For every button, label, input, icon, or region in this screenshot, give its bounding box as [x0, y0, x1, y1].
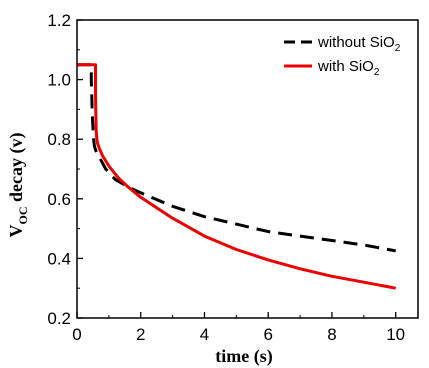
x-tick-labels: 0 2 4 6 8 10 — [72, 325, 405, 344]
series-line-with-sio2 — [77, 63, 396, 290]
legend-label-with-sio2-sub: 2 — [374, 67, 380, 78]
x-tick-label: 2 — [136, 325, 145, 344]
plot-frame — [76, 19, 419, 319]
y-axis-title-sub: OC — [16, 206, 30, 224]
y-tick-label: 0.4 — [47, 249, 71, 268]
series-lines — [77, 63, 396, 290]
legend-label-without-sio2: without SiO2 — [317, 34, 401, 54]
x-tick-label: 6 — [263, 325, 272, 344]
x-tick-label: 10 — [386, 325, 405, 344]
legend-label-with-sio2: with SiO2 — [317, 58, 380, 78]
y-axis-title-rest: decay (v) — [6, 133, 27, 207]
legend-label-without-sio2-sub: 2 — [395, 43, 401, 54]
legend-label-with-sio2-main: with SiO — [317, 58, 374, 75]
y-tick-label: 1.0 — [47, 71, 71, 90]
x-tick-label: 4 — [200, 325, 209, 344]
legend: without SiO2 with SiO2 — [284, 34, 401, 78]
y-tick-label: 0.6 — [47, 190, 71, 209]
series-line-without-sio2 — [77, 63, 396, 253]
legend-label-without-sio2-main: without SiO — [317, 34, 395, 51]
y-tick-label: 0.8 — [47, 130, 71, 149]
y-axis-title: VOC decay (v) — [6, 133, 30, 238]
x-tick-label: 8 — [327, 325, 336, 344]
y-tick-labels: 0.2 0.4 0.6 0.8 1.0 1.2 — [47, 11, 71, 328]
y-tick-label: 1.2 — [47, 11, 71, 30]
x-tick-label: 0 — [72, 325, 81, 344]
y-axis-title-main: V — [6, 224, 26, 237]
y-tick-label: 0.2 — [47, 309, 71, 328]
x-axis-title: time (s) — [215, 346, 272, 367]
